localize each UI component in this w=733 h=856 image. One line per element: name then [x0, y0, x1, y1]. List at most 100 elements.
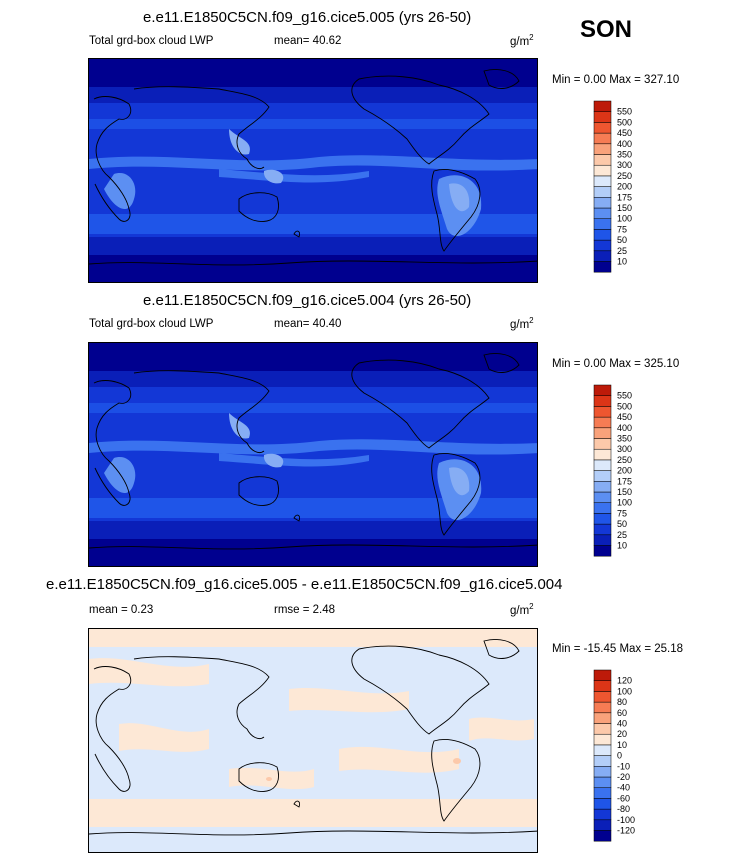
colorbar-box [593, 808, 612, 821]
colorbar-tick-label: 200 [617, 182, 632, 192]
panel1-map-svg [89, 59, 537, 282]
colorbar-box [593, 229, 612, 241]
colorbar-tick-label: 60 [617, 708, 627, 718]
panel1-map [88, 58, 538, 283]
colorbar-box [593, 545, 612, 557]
colorbar-tick-label: 350 [617, 434, 632, 444]
colorbar-box [593, 416, 612, 429]
panel3-minmax: Min = -15.45 Max = 25.18 [552, 643, 684, 655]
panel3-rmse-label: rmse = 2.48 [274, 604, 336, 616]
colorbar-tick-label: -40 [617, 783, 630, 793]
colorbar-box [593, 691, 612, 703]
colorbar-box [593, 701, 612, 714]
panel3-units: g/m2 [510, 602, 534, 617]
colorbar-tick-label: 20 [617, 729, 627, 739]
colorbar-box [593, 534, 612, 546]
panel1-variable-label: Total grd-box cloud LWP [89, 35, 214, 47]
colorbar-tick-label: 550 [617, 107, 632, 117]
colorbar-box [593, 427, 612, 439]
colorbar-box [593, 776, 612, 788]
panel2-map [88, 342, 538, 567]
colorbar-tick-label: 25 [617, 246, 627, 256]
colorbar-box [593, 481, 612, 493]
colorbar-tick-label: 250 [617, 171, 632, 181]
colorbar-tick-label: 450 [617, 412, 632, 422]
panel3-map [88, 628, 538, 853]
panel1-colorbar: 10 25 50 75 100 150 175 200 250 300 350 400 450 500 55… [593, 100, 654, 281]
colorbar-box [593, 261, 612, 273]
colorbar-tick-label: 120 [617, 676, 632, 686]
colorbar-tick-label: -100 [617, 815, 635, 825]
colorbar-box [593, 122, 612, 134]
colorbar-box [593, 470, 612, 482]
panel2-colorbar: 10 25 50 75 100 150 175 200 250 300 350 400 450 500 55… [593, 384, 654, 565]
colorbar-box [593, 395, 612, 407]
panel2-variable-label: Total grd-box cloud LWP [89, 318, 214, 330]
colorbar-tick-label: 100 [617, 214, 632, 224]
colorbar-tick-label: 0 [617, 751, 622, 761]
panel3-colorbar: -120 -100 -80 -60 -40 -20 -10 0 10 20 40 60 80 100 120 [593, 669, 654, 850]
colorbar-box [593, 669, 612, 681]
colorbar-box [593, 448, 612, 461]
colorbar-tick-label: 550 [617, 391, 632, 401]
colorbar-box [593, 207, 612, 219]
colorbar-tick-label: 50 [617, 519, 627, 529]
colorbar-tick-label: 175 [617, 192, 632, 202]
panel3-title: e.e11.E1850C5CN.f09_g16.cice5.005 - e.e1… [46, 576, 563, 593]
colorbar-tick-label: -10 [617, 761, 630, 771]
colorbar-box [593, 406, 612, 418]
colorbar-tick-label: 100 [617, 498, 632, 508]
colorbar-tick-label: 175 [617, 476, 632, 486]
panel2-title: e.e11.E1850C5CN.f09_g16.cice5.004 (yrs 2… [143, 292, 472, 309]
colorbar-box [593, 132, 612, 145]
panel3-mean-label: mean = 0.23 [89, 604, 154, 616]
colorbar-box [593, 491, 612, 503]
colorbar-tick-label: 300 [617, 444, 632, 454]
colorbar-box [593, 787, 612, 799]
colorbar-tick-label: 150 [617, 487, 632, 497]
colorbar-tick-label: 50 [617, 235, 627, 245]
colorbar-box [593, 523, 612, 536]
colorbar-box [593, 186, 612, 198]
colorbar-box [593, 819, 612, 831]
colorbar-box [593, 164, 612, 177]
panel1-mean-label: mean= 40.62 [274, 35, 342, 47]
colorbar-box [593, 154, 612, 166]
panel1-minmax: Min = 0.00 Max = 327.10 [552, 74, 680, 86]
colorbar-tick-label: -120 [617, 826, 635, 836]
panel2-units: g/m2 [510, 316, 534, 331]
colorbar-tick-label: 10 [617, 740, 627, 750]
colorbar-box [593, 755, 612, 767]
colorbar-box [593, 143, 612, 155]
colorbar-tick-label: 350 [617, 150, 632, 160]
colorbar-tick-label: 10 [617, 541, 627, 551]
colorbar-box [593, 218, 612, 230]
season-label: SON [580, 16, 633, 43]
colorbar-box [593, 830, 612, 842]
colorbar-box [593, 175, 612, 187]
colorbar-box [593, 723, 612, 735]
colorbar-box [593, 250, 612, 262]
panel3-map-svg [89, 629, 537, 852]
panel2-mean-label: mean= 40.40 [274, 318, 342, 330]
colorbar-tick-label: 80 [617, 697, 627, 707]
panel2-map-svg [89, 343, 537, 566]
panel2-minmax: Min = 0.00 Max = 325.10 [552, 358, 680, 370]
panel1-title: e.e11.E1850C5CN.f09_g16.cice5.005 (yrs 2… [143, 9, 472, 26]
colorbar-box [593, 502, 612, 514]
colorbar-box [593, 197, 612, 209]
colorbar-tick-label: 400 [617, 139, 632, 149]
colorbar-box [593, 438, 612, 450]
colorbar-tick-label: 400 [617, 423, 632, 433]
colorbar-tick-label: -80 [617, 804, 630, 814]
colorbar-tick-label: 150 [617, 203, 632, 213]
panel1-units: g/m2 [510, 33, 534, 48]
colorbar-tick-label: 40 [617, 719, 627, 729]
colorbar-box [593, 712, 612, 724]
colorbar-box [593, 100, 612, 112]
colorbar-tick-label: 75 [617, 224, 627, 234]
colorbar-box [593, 798, 612, 810]
colorbar-box [593, 239, 612, 252]
colorbar-tick-label: -60 [617, 793, 630, 803]
colorbar-tick-label: 75 [617, 508, 627, 518]
